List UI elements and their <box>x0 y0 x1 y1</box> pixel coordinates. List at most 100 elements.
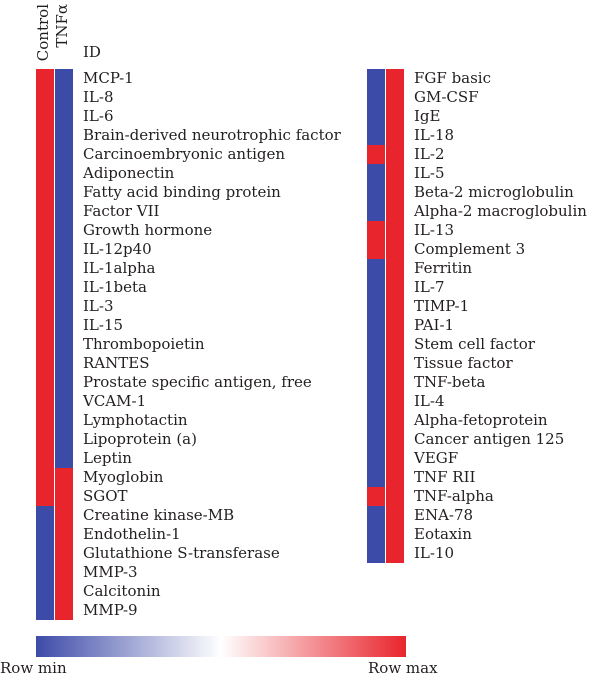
heatmap-cell-control <box>367 392 385 411</box>
row-label: Carcinoembryonic antigen <box>83 145 286 163</box>
heatmap-cell-control <box>36 297 54 316</box>
heatmap-cell-tnf-alpha <box>386 240 404 259</box>
id-header: ID <box>83 43 101 61</box>
row-label: Complement 3 <box>414 240 526 258</box>
heatmap-cell-control <box>36 506 54 525</box>
heatmap-cell-control <box>367 449 385 468</box>
row-label: IL-7 <box>414 278 445 296</box>
heatmap-cell-tnf-alpha <box>55 202 73 221</box>
heatmap-cell-tnf-alpha <box>386 525 404 544</box>
heatmap-cell-tnf-alpha <box>55 278 73 297</box>
row-label: Brain-derived neurotrophic factor <box>83 126 341 144</box>
row-label: IgE <box>414 107 441 125</box>
row-label: TNF-beta <box>414 373 486 391</box>
column-label-tnf-alpha: TNFα <box>53 4 71 48</box>
heatmap-cell-tnf-alpha <box>55 430 73 449</box>
heatmap-cell-tnf-alpha <box>55 107 73 126</box>
heatmap-cell-control <box>36 487 54 506</box>
heatmap-cell-control <box>36 88 54 107</box>
row-label: Eotaxin <box>414 525 472 543</box>
heatmap-cell-tnf-alpha <box>386 202 404 221</box>
row-label: ENA-78 <box>414 506 474 524</box>
heatmap-cell-tnf-alpha <box>386 278 404 297</box>
row-label: IL-2 <box>414 145 445 163</box>
heatmap-cell-control <box>367 107 385 126</box>
row-label: Calcitonin <box>83 582 161 600</box>
heatmap-cell-control <box>36 183 54 202</box>
row-label: Lipoprotein (a) <box>83 430 197 448</box>
heatmap-cell-control <box>36 259 54 278</box>
heatmap-cell-tnf-alpha <box>55 373 73 392</box>
row-label: IL-3 <box>83 297 114 315</box>
heatmap-cell-control <box>367 354 385 373</box>
heatmap-cell-tnf-alpha <box>55 582 73 601</box>
heatmap-cell-tnf-alpha <box>55 221 73 240</box>
row-label: TIMP-1 <box>414 297 470 315</box>
row-label: Creatine kinase-MB <box>83 506 235 524</box>
heatmap-cell-control <box>36 221 54 240</box>
row-label: Ferritin <box>414 259 473 277</box>
heatmap-cell-tnf-alpha <box>386 373 404 392</box>
heatmap-cell-control <box>367 278 385 297</box>
row-label: IL-12p40 <box>83 240 152 258</box>
heatmap-cell-tnf-alpha <box>386 468 404 487</box>
heatmap-cell-tnf-alpha <box>55 316 73 335</box>
row-label: IL-10 <box>414 544 455 562</box>
heatmap-cell-control <box>36 145 54 164</box>
heatmap-cell-tnf-alpha <box>55 145 73 164</box>
heatmap-cell-control <box>367 164 385 183</box>
color-scale-bar <box>36 636 406 657</box>
legend-max-label: Row max <box>368 659 438 677</box>
row-label: Cancer antigen 125 <box>414 430 565 448</box>
heatmap-cell-control <box>36 107 54 126</box>
heatmap-cell-tnf-alpha <box>386 316 404 335</box>
heatmap-cell-tnf-alpha <box>55 563 73 582</box>
row-label: Factor VII <box>83 202 160 220</box>
row-label: VEGF <box>414 449 459 467</box>
heatmap-cell-control <box>367 88 385 107</box>
row-label: Myoglobin <box>83 468 164 486</box>
heatmap-cell-control <box>36 525 54 544</box>
heatmap-cell-tnf-alpha <box>386 392 404 411</box>
heatmap-cell-control <box>36 563 54 582</box>
heatmap-cell-tnf-alpha <box>55 297 73 316</box>
heatmap-cell-tnf-alpha <box>55 392 73 411</box>
heatmap-cell-control <box>36 202 54 221</box>
heatmap-cell-control <box>36 316 54 335</box>
heatmap-cell-control <box>36 126 54 145</box>
heatmap-cell-control <box>36 354 54 373</box>
heatmap-cell-control <box>367 430 385 449</box>
row-label: IL-4 <box>414 392 445 410</box>
heatmap-cell-control <box>36 69 54 88</box>
heatmap-cell-control <box>36 430 54 449</box>
row-label: FGF basic <box>414 69 492 87</box>
row-label: IL-1alpha <box>83 259 156 277</box>
row-label: VCAM-1 <box>83 392 147 410</box>
row-label: IL-8 <box>83 88 114 106</box>
heatmap-cell-control <box>367 221 385 240</box>
heatmap-cell-tnf-alpha <box>386 221 404 240</box>
heatmap-cell-control <box>36 373 54 392</box>
row-label: Adiponectin <box>83 164 175 182</box>
row-label: RANTES <box>83 354 150 372</box>
row-label: IL-15 <box>83 316 124 334</box>
heatmap-cell-control <box>36 278 54 297</box>
heatmap-cell-control <box>367 183 385 202</box>
heatmap-cell-control <box>36 335 54 354</box>
heatmap-cell-control <box>367 373 385 392</box>
heatmap-cell-control <box>367 202 385 221</box>
heatmap-cell-control <box>367 126 385 145</box>
heatmap-cell-control <box>367 335 385 354</box>
heatmap-cell-control <box>367 525 385 544</box>
heatmap-cell-control <box>36 164 54 183</box>
heatmap-cell-tnf-alpha <box>386 69 404 88</box>
heatmap-cell-tnf-alpha <box>55 335 73 354</box>
heatmap-cell-tnf-alpha <box>55 487 73 506</box>
row-label: Beta-2 microglobulin <box>414 183 574 201</box>
row-label: Alpha-2 macroglobulin <box>414 202 587 220</box>
row-label: SGOT <box>83 487 128 505</box>
row-label: Prostate specific antigen, free <box>83 373 312 391</box>
row-label: Lymphotactin <box>83 411 188 429</box>
heatmap-cell-tnf-alpha <box>55 259 73 278</box>
heatmap-cell-tnf-alpha <box>55 411 73 430</box>
